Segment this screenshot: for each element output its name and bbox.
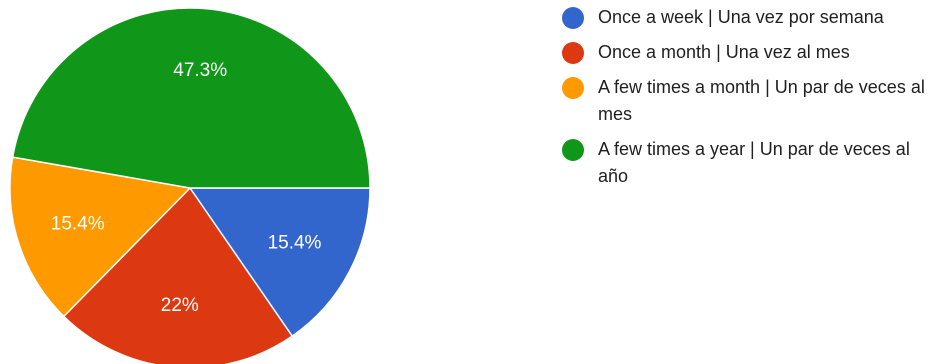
pie-slice-label-2: 22% <box>161 295 199 316</box>
legend-item-4: A few times a year | Un par de veces al … <box>562 136 942 190</box>
legend-label-4: A few times a year | Un par de veces al … <box>598 139 910 186</box>
legend-item-3: A few times a month | Un par de veces al… <box>562 74 942 128</box>
pie-slice-3 <box>9 156 192 318</box>
legend-label-2: Once a month | Una vez al mes <box>598 42 850 62</box>
legend-swatch-4 <box>562 139 584 161</box>
pie-slice-label-4: 47.3% <box>173 60 227 81</box>
pie-chart: 15.4% 22% 15.4% 47.3% <box>0 0 380 364</box>
legend-item-1: Once a week | Una vez por semana <box>562 4 942 31</box>
pie-slice-1 <box>188 187 371 338</box>
legend-label-3: A few times a month | Un par de veces al… <box>598 77 925 124</box>
legend-item-2: Once a month | Una vez al mes <box>562 39 942 66</box>
pie-slice-label-1: 15.4% <box>268 232 322 253</box>
legend: Once a week | Una vez por semana Once a m… <box>562 4 942 198</box>
pie-slice-4 <box>11 7 371 189</box>
legend-swatch-3 <box>562 77 584 99</box>
pie-slice-label-3: 15.4% <box>51 214 105 235</box>
pie-chart-svg: 15.4% 22% 15.4% 47.3% <box>9 7 371 364</box>
legend-label-1: Once a week | Una vez por semana <box>598 7 884 27</box>
pie-slice-2 <box>62 186 294 364</box>
legend-swatch-2 <box>562 42 584 64</box>
legend-swatch-1 <box>562 7 584 29</box>
